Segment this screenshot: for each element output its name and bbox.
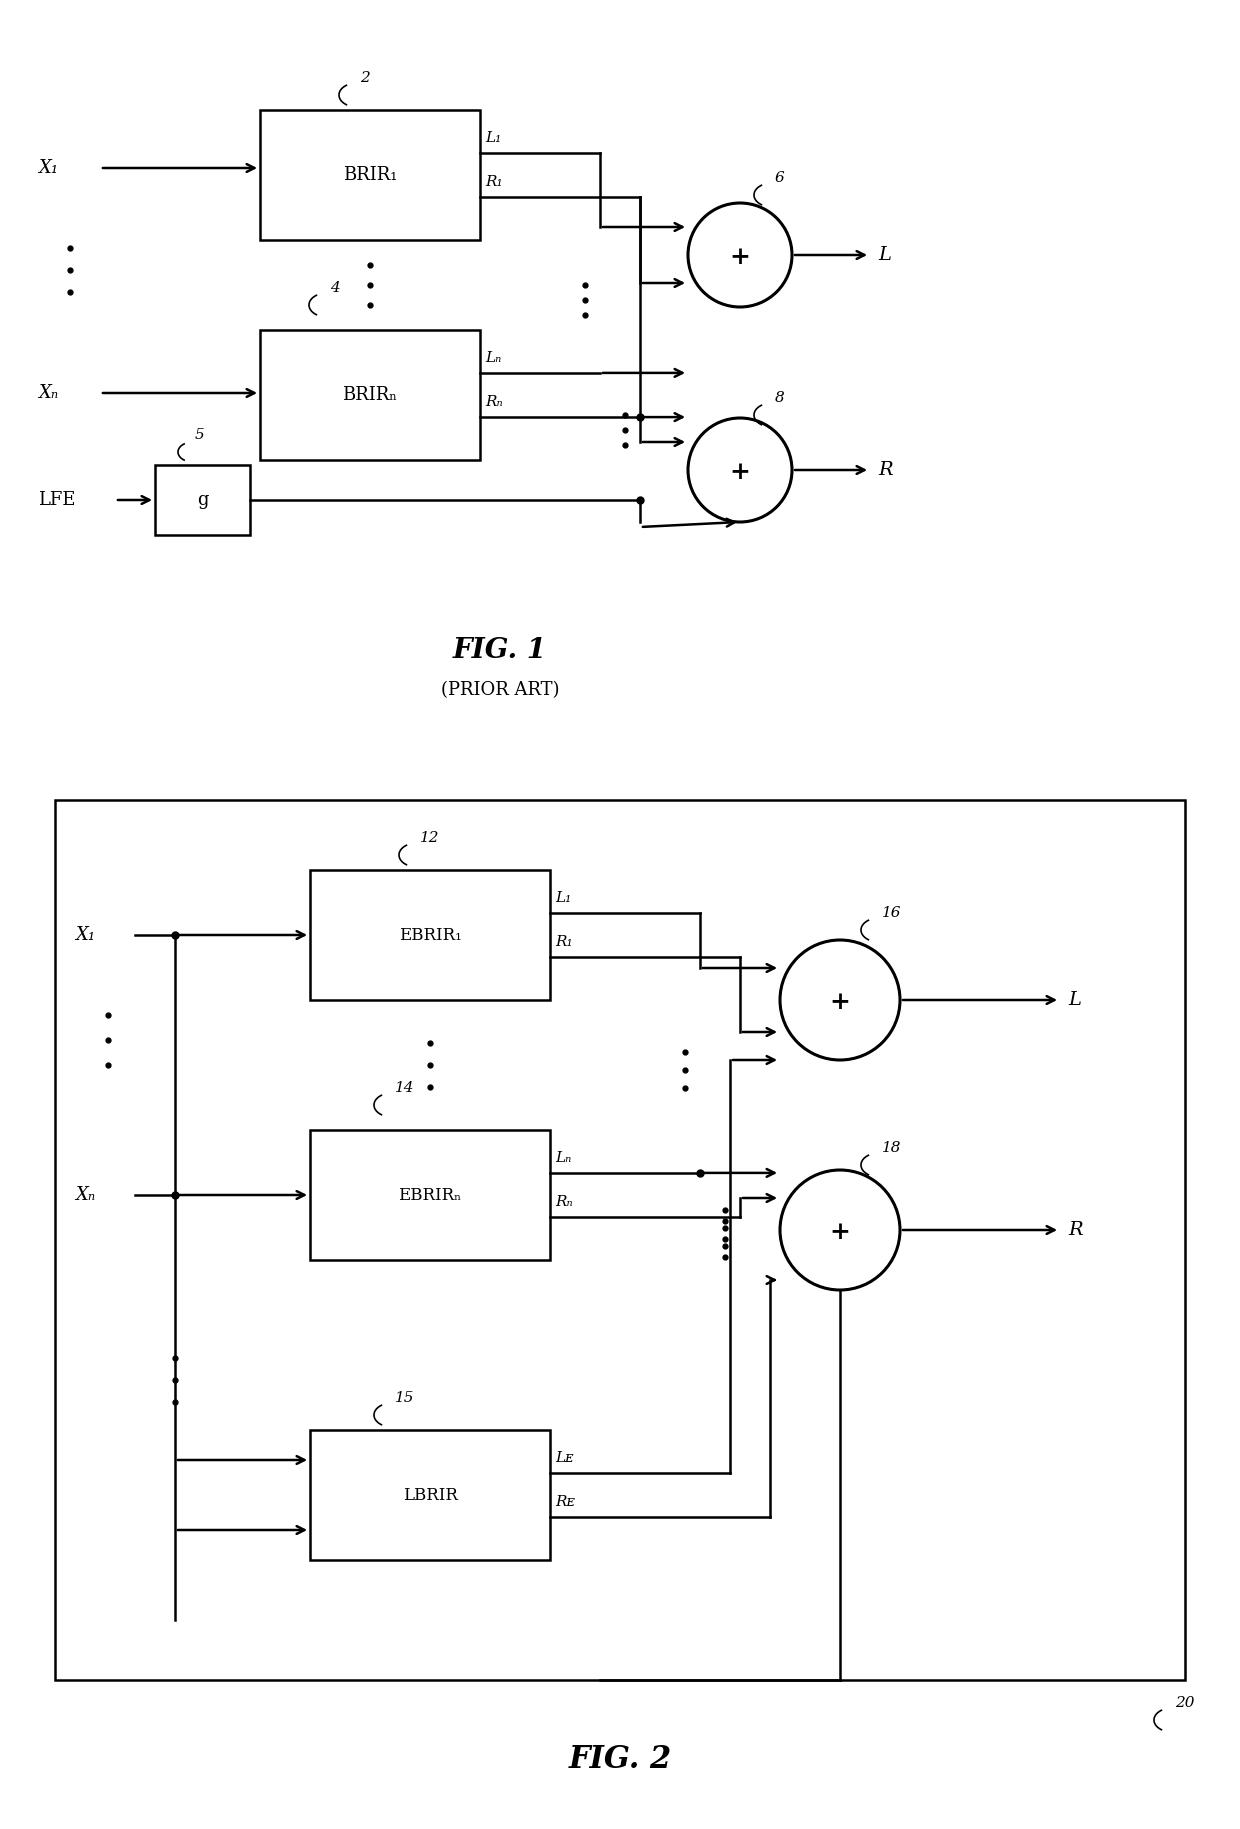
Text: +: + [729, 461, 750, 485]
Text: Xₙ: Xₙ [38, 384, 58, 402]
Bar [155, 465, 250, 536]
Text: X₁: X₁ [74, 925, 95, 944]
Text: g: g [197, 490, 208, 508]
Text: L: L [878, 245, 892, 263]
Text: Lₙ: Lₙ [556, 1150, 572, 1165]
Text: R: R [878, 461, 893, 479]
Text: BRIR₁: BRIR₁ [342, 166, 397, 185]
Bar [310, 871, 551, 1000]
Text: EBRIRₙ: EBRIRₙ [398, 1187, 461, 1203]
Text: BRIRₙ: BRIRₙ [342, 386, 398, 404]
Text: R₁: R₁ [485, 176, 502, 188]
Circle shape [780, 1171, 900, 1289]
Text: Rₙ: Rₙ [485, 395, 502, 410]
Text: 15: 15 [396, 1392, 414, 1405]
Text: L₁: L₁ [556, 891, 572, 905]
Text: +: + [729, 245, 750, 269]
Text: Xₙ: Xₙ [74, 1185, 95, 1203]
Text: LFE: LFE [38, 490, 76, 508]
Text: 6: 6 [775, 170, 785, 185]
Text: 18: 18 [882, 1141, 901, 1154]
Text: 5: 5 [195, 428, 205, 443]
Text: Lₙ: Lₙ [485, 351, 501, 366]
Text: +: + [830, 989, 851, 1013]
Circle shape [688, 419, 792, 521]
Bar [310, 1130, 551, 1260]
Text: 20: 20 [1176, 1695, 1194, 1710]
Text: 12: 12 [420, 830, 439, 845]
Text: Lᴇ: Lᴇ [556, 1450, 574, 1465]
Text: L: L [1068, 991, 1081, 1010]
Text: (PRIOR ART): (PRIOR ART) [440, 680, 559, 699]
Text: X₁: X₁ [38, 159, 58, 177]
Text: Rᴇ: Rᴇ [556, 1494, 575, 1509]
Text: R: R [1068, 1222, 1083, 1238]
Circle shape [688, 203, 792, 307]
Text: 14: 14 [396, 1081, 414, 1096]
Text: 8: 8 [775, 391, 785, 404]
Bar [260, 329, 480, 461]
Bar [310, 1430, 551, 1560]
Text: 16: 16 [882, 905, 901, 920]
Text: 2: 2 [360, 71, 370, 84]
Text: L₁: L₁ [485, 132, 501, 144]
Text: R₁: R₁ [556, 935, 573, 949]
Text: +: + [830, 1220, 851, 1244]
Text: 4: 4 [330, 282, 340, 294]
Text: FIG. 1: FIG. 1 [453, 636, 547, 664]
Text: EBRIR₁: EBRIR₁ [398, 927, 461, 944]
Bar [260, 110, 480, 240]
Text: LBRIR: LBRIR [403, 1487, 458, 1503]
Text: Rₙ: Rₙ [556, 1194, 573, 1209]
Circle shape [780, 940, 900, 1061]
Text: FIG. 2: FIG. 2 [568, 1745, 672, 1776]
Bar [55, 799, 1185, 1681]
